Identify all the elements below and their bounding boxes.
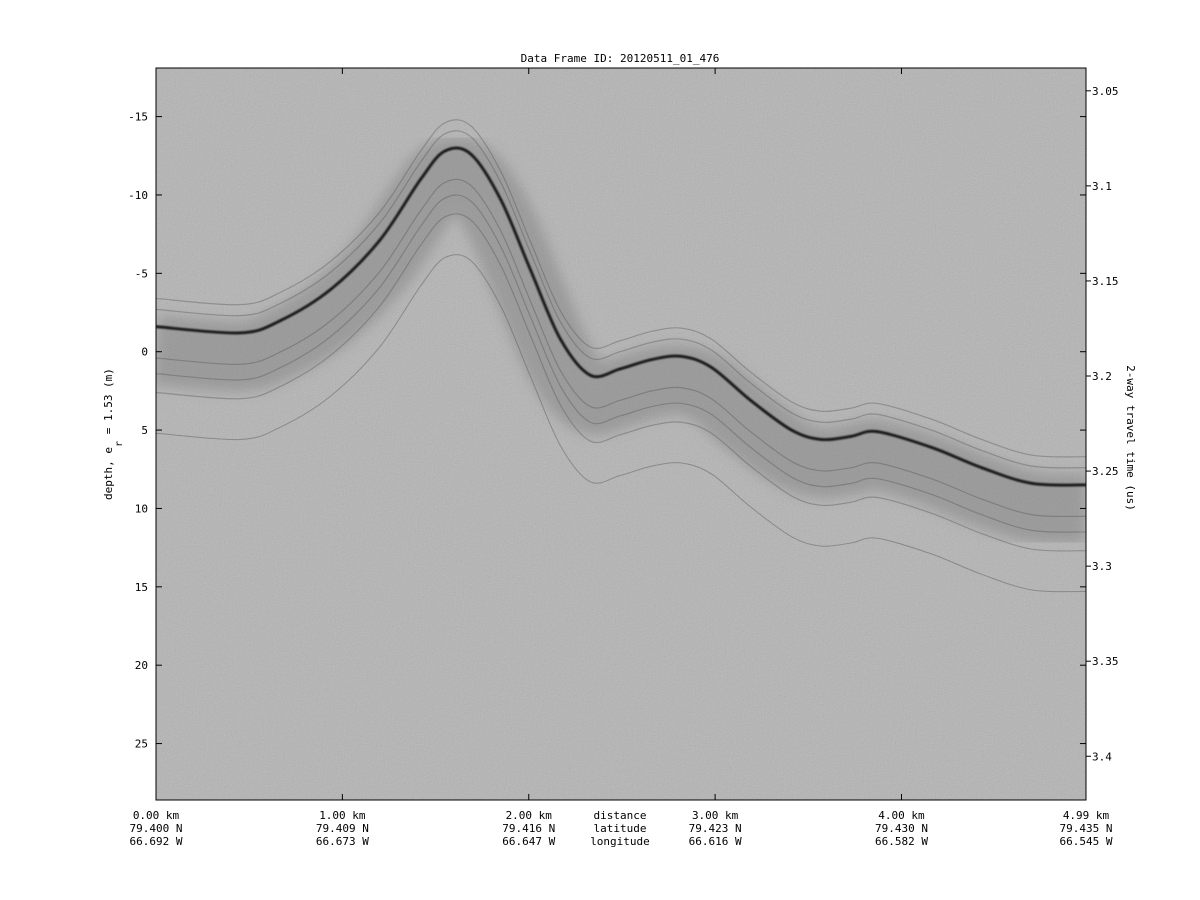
reflector-point (680, 355, 683, 358)
left-tick-label: -15 (128, 111, 148, 124)
multiple-echo-line (156, 194, 1086, 533)
x-tick-distance: 1.00 km (319, 809, 366, 822)
y-axis-label-right: 2-way travel time (us) (1124, 365, 1137, 511)
reflector-point (589, 374, 592, 377)
x-tick-distance: 4.99 km (1063, 809, 1110, 822)
plot-area (156, 68, 1086, 800)
right-tick-label: 3.2 (1092, 370, 1112, 383)
left-tick-label: -5 (135, 267, 148, 280)
x-tick-longitude: 66.545 W (1060, 835, 1113, 848)
x-tick-distance: 0.00 km (133, 809, 180, 822)
left-tick-label: 5 (141, 424, 148, 437)
reflector-point (650, 358, 653, 361)
reflector-point (239, 332, 241, 334)
x-tick-longitude: 66.673 W (316, 835, 369, 848)
reflector-point (790, 429, 793, 431)
right-tick-label: 3.3 (1092, 560, 1112, 573)
x-tick-latitude: 79.430 N (875, 822, 928, 835)
x-tick-latitude: 79.416 N (502, 822, 555, 835)
right-tick-label: 3.05 (1092, 85, 1119, 98)
reflector-point (876, 430, 879, 433)
reflector-point (980, 466, 983, 469)
reflector-point (470, 153, 472, 156)
right-tick-label: 3.15 (1092, 275, 1119, 288)
x-tick-latitude: 79.423 N (689, 822, 742, 835)
reflector-point (710, 366, 713, 369)
right-tick-label: 3.4 (1092, 750, 1112, 763)
reflector-point (930, 446, 933, 449)
multiple-echo-line (156, 130, 1086, 469)
right-tick-label: 3.25 (1092, 465, 1119, 478)
reflector-point (619, 368, 621, 370)
multiple-echo-line (156, 178, 1086, 518)
x-tick-longitude: 66.582 W (875, 835, 928, 848)
x-tick-distance: 2.00 km (506, 809, 553, 822)
reflector-point (529, 269, 532, 272)
x-tick-latitude: 79.409 N (316, 822, 369, 835)
reflector-point (419, 178, 422, 181)
x-row-label-distance: distance (594, 809, 647, 822)
x-tick-latitude: 79.435 N (1060, 822, 1113, 835)
right-tick-label: 3.35 (1092, 655, 1119, 668)
x-tick-longitude: 66.692 W (130, 835, 183, 848)
reflector-point (1031, 482, 1033, 485)
x-tick-longitude: 66.647 W (502, 835, 555, 848)
reflector-point (559, 338, 562, 340)
reflector-point (820, 438, 823, 441)
chart-title: Data Frame ID: 20120511_01_476 (521, 52, 720, 65)
reflector-point (850, 435, 852, 438)
left-tick-label: -10 (128, 189, 148, 202)
reflector-point (499, 198, 502, 201)
x-tick-longitude: 66.616 W (689, 835, 742, 848)
reflector-point (749, 399, 752, 402)
x-tick-distance: 3.00 km (692, 809, 739, 822)
reflector-point (280, 319, 282, 322)
x-row-label-latitude: latitude (594, 822, 647, 835)
x-tick-distance: 4.00 km (878, 809, 925, 822)
multiple-echo-line (156, 119, 1086, 458)
reflector-point (378, 239, 381, 242)
right-tick-label: 3.1 (1092, 180, 1112, 193)
left-tick-label: 20 (135, 659, 148, 672)
left-tick-label: 15 (135, 581, 148, 594)
reflector-halo (156, 136, 1086, 544)
left-tick-label: 25 (135, 738, 148, 751)
reflector-point (330, 288, 332, 290)
plot-frame (155, 67, 1087, 801)
x-row-label-longitude: longitude (590, 835, 650, 848)
left-tick-label: 10 (135, 502, 148, 515)
multiple-echo-line (156, 213, 1086, 552)
x-tick-latitude: 79.400 N (130, 822, 183, 835)
reflector-point (444, 150, 446, 152)
left-tick-label: 0 (141, 346, 148, 359)
internal-layer-line (156, 254, 1086, 593)
y-axis-label-left: depth, er = 1.53 (m) (102, 368, 125, 500)
